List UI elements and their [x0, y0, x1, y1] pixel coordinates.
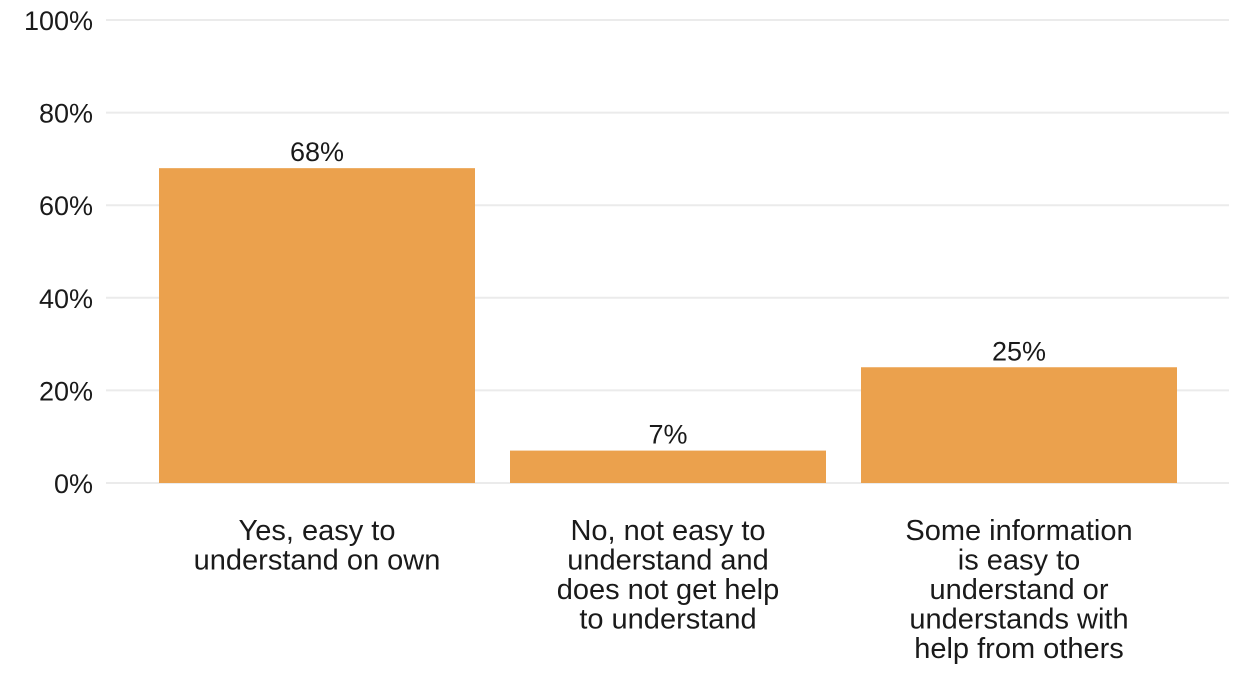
bars — [159, 168, 1177, 483]
category-label-line: understand on own — [194, 545, 441, 577]
category-label-line: No, not easy to — [570, 515, 765, 547]
data-label-3: 25% — [992, 336, 1046, 366]
bar-1 — [159, 168, 475, 483]
category-label-line: understands with — [909, 604, 1128, 636]
category-label-line: understand or — [930, 574, 1109, 606]
y-axis-tick-labels: 0% 20% 40% 60% 80% 100% — [24, 6, 93, 499]
bar-2 — [510, 450, 826, 483]
data-label-1: 68% — [290, 137, 344, 167]
y-tick-label: 100% — [24, 6, 93, 36]
y-tick-label: 0% — [54, 469, 93, 499]
bar-3 — [861, 367, 1177, 483]
y-tick-label: 40% — [39, 284, 93, 314]
category-label-line: Yes, easy to — [239, 515, 396, 547]
data-label-2: 7% — [648, 420, 687, 450]
y-tick-label: 80% — [39, 99, 93, 129]
category-label-line: understand and — [567, 545, 769, 577]
data-labels: 68% 7% 25% — [290, 137, 1046, 449]
category-label-line: does not get help — [557, 574, 780, 606]
category-label-line: Some information — [905, 515, 1132, 547]
category-label-line: to understand — [579, 604, 756, 636]
category-label-line: help from others — [914, 633, 1124, 665]
category-label-line: is easy to — [958, 545, 1081, 577]
y-tick-label: 20% — [39, 376, 93, 406]
y-tick-label: 60% — [39, 191, 93, 221]
